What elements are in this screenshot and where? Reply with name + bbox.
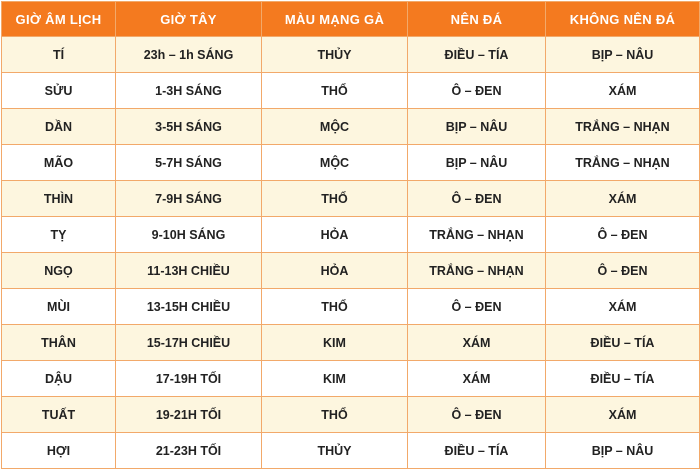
cell-lunar-hour: SỬU <box>1 72 116 109</box>
cell-should-not-fight: ĐIỀU – TÍA <box>545 324 700 361</box>
table-row: HỢI 21-23H TỐI THỦY ĐIỀU – TÍA BỊP – NÂU <box>1 432 700 469</box>
table-row: MÃO 5-7H SÁNG MỘC BỊP – NÂU TRẮNG – NHẠN <box>1 144 700 181</box>
cell-lunar-hour: NGỌ <box>1 252 116 289</box>
cell-rooster-color: THỔ <box>261 396 408 433</box>
cell-western-hour: 23h – 1h SÁNG <box>115 36 262 73</box>
cell-western-hour: 21-23H TỐI <box>115 432 262 469</box>
table-row: SỬU 1-3H SÁNG THỔ Ô – ĐEN XÁM <box>1 72 700 109</box>
cell-rooster-color: HỎA <box>261 216 408 253</box>
cell-lunar-hour: THÌN <box>1 180 116 217</box>
table-row: THÂN 15-17H CHIỀU KIM XÁM ĐIỀU – TÍA <box>1 324 700 361</box>
table-row: DẦN 3-5H SÁNG MỘC BỊP – NÂU TRẮNG – NHẠN <box>1 108 700 145</box>
cell-rooster-color: THỔ <box>261 72 408 109</box>
cell-should-fight: TRẮNG – NHẠN <box>407 252 546 289</box>
cell-should-fight: ĐIỀU – TÍA <box>407 432 546 469</box>
cell-should-fight: Ô – ĐEN <box>407 72 546 109</box>
table-row: MÙI 13-15H CHIỀU THỔ Ô – ĐEN XÁM <box>1 288 700 325</box>
cell-western-hour: 13-15H CHIỀU <box>115 288 262 325</box>
cell-rooster-color: THỦY <box>261 36 408 73</box>
cell-should-fight: ĐIỀU – TÍA <box>407 36 546 73</box>
cell-lunar-hour: DẬU <box>1 360 116 397</box>
table-row: DẬU 17-19H TỐI KIM XÁM ĐIỀU – TÍA <box>1 360 700 397</box>
cell-should-not-fight: XÁM <box>545 288 700 325</box>
cell-should-fight: Ô – ĐEN <box>407 180 546 217</box>
cell-should-fight: XÁM <box>407 360 546 397</box>
cell-should-not-fight: BỊP – NÂU <box>545 36 700 73</box>
cell-rooster-color: KIM <box>261 324 408 361</box>
cell-western-hour: 19-21H TỐI <box>115 396 262 433</box>
cell-should-fight: BỊP – NÂU <box>407 108 546 145</box>
table-row: NGỌ 11-13H CHIỀU HỎA TRẮNG – NHẠN Ô – ĐEN <box>1 252 700 289</box>
cell-should-not-fight: ĐIỀU – TÍA <box>545 360 700 397</box>
cell-lunar-hour: TUẤT <box>1 396 116 433</box>
cell-western-hour: 17-19H TỐI <box>115 360 262 397</box>
cell-western-hour: 15-17H CHIỀU <box>115 324 262 361</box>
cell-should-not-fight: XÁM <box>545 180 700 217</box>
header-should-not-fight: KHÔNG NÊN ĐÁ <box>545 1 700 37</box>
cell-rooster-color: THỦY <box>261 432 408 469</box>
header-should-fight: NÊN ĐÁ <box>407 1 546 37</box>
table-header: GIỜ ÂM LỊCH GIỜ TÂY MÀU MẠNG GÀ NÊN ĐÁ K… <box>1 1 700 37</box>
header-lunar-hour: GIỜ ÂM LỊCH <box>1 1 116 37</box>
cell-western-hour: 5-7H SÁNG <box>115 144 262 181</box>
cell-should-not-fight: XÁM <box>545 396 700 433</box>
cell-lunar-hour: TÍ <box>1 36 116 73</box>
cell-should-not-fight: XÁM <box>545 72 700 109</box>
cell-rooster-color: THỔ <box>261 288 408 325</box>
cell-lunar-hour: MÙI <box>1 288 116 325</box>
cell-lunar-hour: HỢI <box>1 432 116 469</box>
cell-lunar-hour: THÂN <box>1 324 116 361</box>
header-row: GIỜ ÂM LỊCH GIỜ TÂY MÀU MẠNG GÀ NÊN ĐÁ K… <box>1 1 700 37</box>
table-row: THÌN 7-9H SÁNG THỔ Ô – ĐEN XÁM <box>1 180 700 217</box>
cell-lunar-hour: TỴ <box>1 216 116 253</box>
cell-should-fight: BỊP – NÂU <box>407 144 546 181</box>
cell-should-not-fight: TRẮNG – NHẠN <box>545 108 700 145</box>
table-row: TỴ 9-10H SÁNG HỎA TRẮNG – NHẠN Ô – ĐEN <box>1 216 700 253</box>
cell-western-hour: 9-10H SÁNG <box>115 216 262 253</box>
header-western-hour: GIỜ TÂY <box>115 1 262 37</box>
cell-rooster-color: HỎA <box>261 252 408 289</box>
table-row: TÍ 23h – 1h SÁNG THỦY ĐIỀU – TÍA BỊP – NÂU <box>1 36 700 73</box>
cell-should-not-fight: BỊP – NÂU <box>545 432 700 469</box>
cell-should-not-fight: Ô – ĐEN <box>545 252 700 289</box>
table-row: TUẤT 19-21H TỐI THỔ Ô – ĐEN XÁM <box>1 396 700 433</box>
header-rooster-color: MÀU MẠNG GÀ <box>261 1 408 37</box>
cell-lunar-hour: MÃO <box>1 144 116 181</box>
cell-should-fight: XÁM <box>407 324 546 361</box>
cell-rooster-color: MỘC <box>261 108 408 145</box>
cell-western-hour: 11-13H CHIỀU <box>115 252 262 289</box>
cell-rooster-color: MỘC <box>261 144 408 181</box>
cell-should-not-fight: Ô – ĐEN <box>545 216 700 253</box>
cell-rooster-color: THỔ <box>261 180 408 217</box>
cell-rooster-color: KIM <box>261 360 408 397</box>
cell-western-hour: 7-9H SÁNG <box>115 180 262 217</box>
cell-western-hour: 3-5H SÁNG <box>115 108 262 145</box>
cell-western-hour: 1-3H SÁNG <box>115 72 262 109</box>
cell-should-fight: Ô – ĐEN <box>407 288 546 325</box>
cell-lunar-hour: DẦN <box>1 108 116 145</box>
cell-should-not-fight: TRẮNG – NHẠN <box>545 144 700 181</box>
cell-should-fight: Ô – ĐEN <box>407 396 546 433</box>
cell-should-fight: TRẮNG – NHẠN <box>407 216 546 253</box>
table-body: TÍ 23h – 1h SÁNG THỦY ĐIỀU – TÍA BỊP – NÂU SỬ… <box>1 36 700 469</box>
